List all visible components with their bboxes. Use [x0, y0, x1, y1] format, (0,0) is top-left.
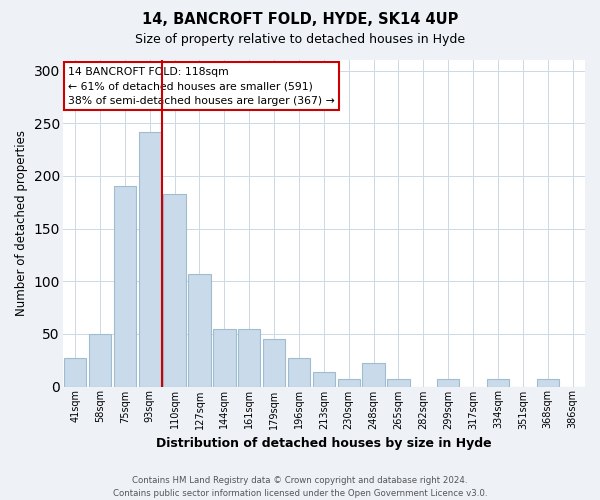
Bar	[387, 379, 410, 386]
Text: 14, BANCROFT FOLD, HYDE, SK14 4UP: 14, BANCROFT FOLD, HYDE, SK14 4UP	[142, 12, 458, 28]
Bar	[437, 379, 460, 386]
Text: Contains HM Land Registry data © Crown copyright and database right 2024.
Contai: Contains HM Land Registry data © Crown c…	[113, 476, 487, 498]
Text: Size of property relative to detached houses in Hyde: Size of property relative to detached ho…	[135, 32, 465, 46]
Bar	[338, 379, 360, 386]
Bar	[487, 379, 509, 386]
Bar	[89, 334, 111, 386]
Y-axis label: Number of detached properties: Number of detached properties	[15, 130, 28, 316]
Bar	[188, 274, 211, 386]
Bar	[536, 379, 559, 386]
Bar	[288, 358, 310, 386]
Bar	[263, 339, 286, 386]
Bar	[113, 186, 136, 386]
Text: 14 BANCROFT FOLD: 118sqm
← 61% of detached houses are smaller (591)
38% of semi-: 14 BANCROFT FOLD: 118sqm ← 61% of detach…	[68, 66, 335, 106]
Bar	[238, 328, 260, 386]
Bar	[139, 132, 161, 386]
X-axis label: Distribution of detached houses by size in Hyde: Distribution of detached houses by size …	[156, 437, 491, 450]
Bar	[362, 364, 385, 386]
Bar	[213, 328, 236, 386]
Bar	[313, 372, 335, 386]
Bar	[64, 358, 86, 386]
Bar	[163, 194, 186, 386]
